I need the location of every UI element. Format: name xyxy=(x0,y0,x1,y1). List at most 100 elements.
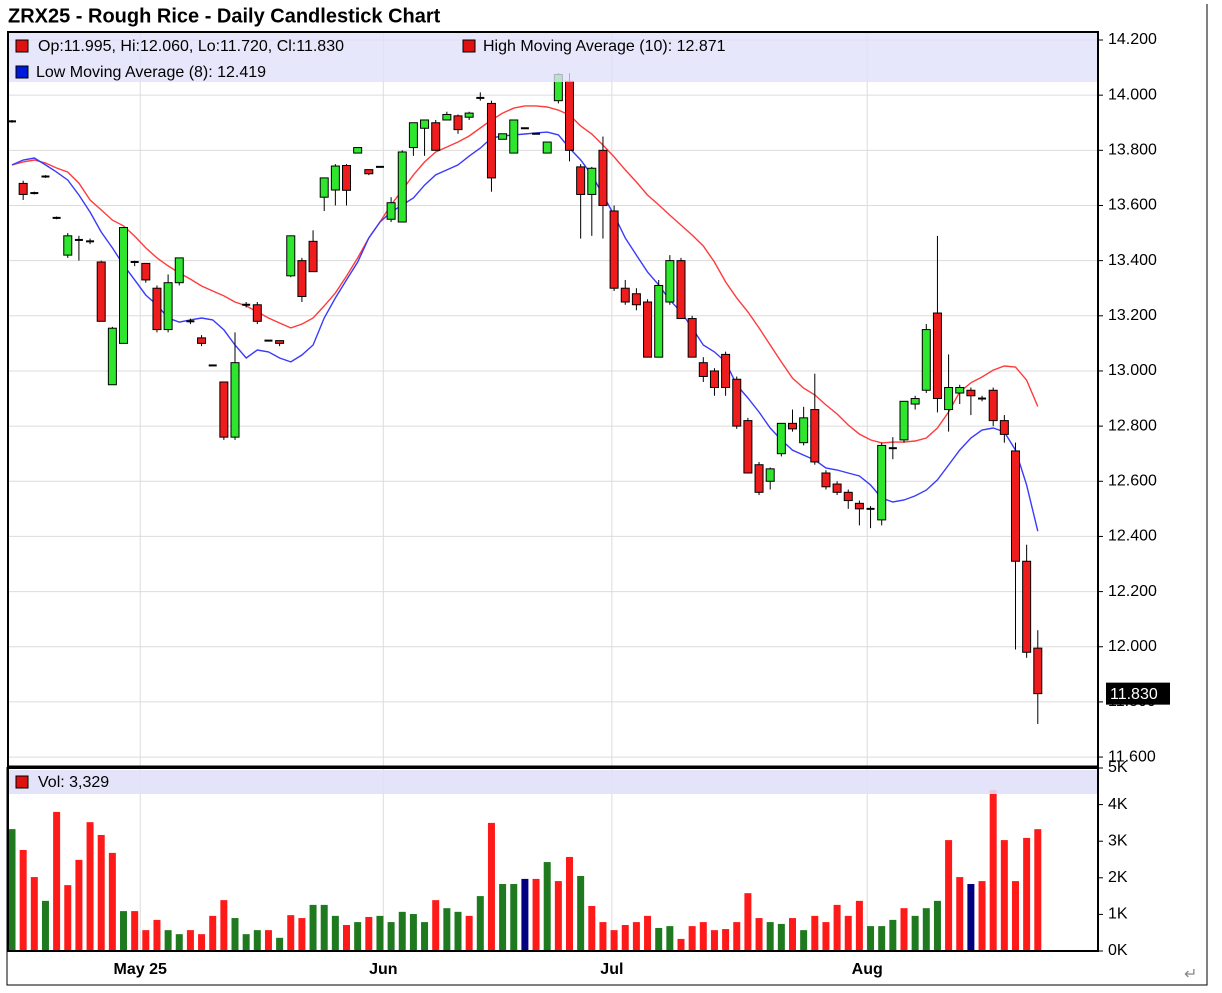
volume-bar xyxy=(64,885,72,951)
y-tick-label: 1K xyxy=(1108,906,1128,923)
volume-bar xyxy=(822,922,830,951)
candle-body xyxy=(96,261,106,322)
legend-swatch xyxy=(462,39,476,53)
volume-bar xyxy=(86,822,94,951)
volume-bar xyxy=(8,829,16,951)
volume-bar xyxy=(231,918,239,951)
candle-body xyxy=(854,502,864,510)
volume-bar xyxy=(331,915,339,951)
volume-bar xyxy=(387,922,395,951)
volume-bar xyxy=(566,856,574,951)
x-tick-label: Jun xyxy=(369,961,397,978)
volume-bar xyxy=(487,822,495,951)
y-tick-label: 12.000 xyxy=(1108,638,1157,655)
volume-bar xyxy=(476,896,484,951)
volume-bar xyxy=(677,938,685,951)
candle-body xyxy=(431,122,441,151)
volume-bar xyxy=(699,922,707,951)
candle-body xyxy=(498,133,508,140)
candle-body xyxy=(230,362,240,438)
candle-body xyxy=(420,119,430,129)
volume-bar xyxy=(1011,881,1019,951)
volume-bar xyxy=(253,930,261,951)
candle-body xyxy=(631,293,641,306)
volume-bar xyxy=(1023,837,1031,951)
candle-body xyxy=(776,422,786,455)
volume-bar xyxy=(710,930,718,951)
candle-body xyxy=(286,235,296,277)
candle-body xyxy=(141,262,151,281)
volume-bar xyxy=(844,915,852,951)
candle-body xyxy=(464,112,474,118)
volume-bar xyxy=(53,811,61,951)
volume-bar xyxy=(811,915,819,951)
candle-body xyxy=(843,491,853,502)
candle-body xyxy=(754,464,764,493)
y-tick-label: 4K xyxy=(1108,796,1128,813)
legend-text: High Moving Average (10): 12.871 xyxy=(483,38,726,55)
x-tick-label: May 25 xyxy=(114,961,167,978)
candle-body xyxy=(353,147,363,154)
y-tick-label: 0K xyxy=(1108,942,1128,959)
candle-body xyxy=(620,287,630,303)
y-tick-label: 13.600 xyxy=(1108,197,1157,214)
volume-bar xyxy=(744,893,752,951)
x-tick-label: Aug xyxy=(852,961,883,978)
volume-bar xyxy=(309,904,317,951)
candle-body xyxy=(921,329,931,391)
candle-body xyxy=(665,260,675,303)
volume-bar xyxy=(376,915,384,951)
volume-bar xyxy=(755,918,763,951)
candle-body xyxy=(1033,647,1043,695)
candle-body xyxy=(509,119,519,154)
volume-bar xyxy=(543,862,551,951)
y-tick-label: 12.800 xyxy=(1108,417,1157,434)
volume-bar xyxy=(833,904,841,951)
candle-body xyxy=(821,472,831,488)
volume-bar xyxy=(354,922,362,951)
volume-bar xyxy=(465,915,473,951)
volume-bar xyxy=(800,930,808,951)
volume-bar xyxy=(97,834,105,951)
candle-body xyxy=(330,165,340,191)
y-tick-label: 2K xyxy=(1108,869,1128,886)
y-tick-label: 13.200 xyxy=(1108,307,1157,324)
candle-body xyxy=(408,122,418,149)
volume-bar xyxy=(655,927,663,951)
candle-body xyxy=(174,257,184,284)
candle-body xyxy=(899,400,909,441)
volume-bar xyxy=(532,878,540,951)
y-tick-label: 14.000 xyxy=(1108,86,1157,103)
y-tick-label: 11.600 xyxy=(1108,748,1156,765)
volume-bar xyxy=(855,900,863,951)
volume-bar xyxy=(933,900,941,951)
volume-bar xyxy=(432,900,440,951)
volume-bar xyxy=(343,925,351,951)
legend-band xyxy=(9,33,1097,82)
candle-body xyxy=(732,378,742,427)
volume-bar xyxy=(398,911,406,951)
candle-body xyxy=(364,169,374,175)
candle-body xyxy=(486,102,496,179)
volume-bar xyxy=(30,877,38,951)
volume-bar xyxy=(521,878,529,951)
candle-body xyxy=(18,182,28,195)
candle-body xyxy=(197,337,207,344)
y-tick-label: 13.400 xyxy=(1108,252,1157,269)
volume-bar xyxy=(610,930,618,951)
volume-bar xyxy=(131,911,139,951)
volume-bar xyxy=(198,934,206,951)
candle-body xyxy=(687,318,697,358)
volume-bar xyxy=(264,930,272,951)
volume-bar xyxy=(989,789,997,951)
volume-bar xyxy=(220,900,228,951)
volume-bar xyxy=(644,915,652,951)
candle-body xyxy=(587,167,597,195)
volume-bar xyxy=(621,925,629,951)
candle-body xyxy=(576,166,586,195)
volume-bar xyxy=(41,900,49,951)
legend-text: Op:11.995, Hi:12.060, Lo:11.720, Cl:11.8… xyxy=(38,38,344,55)
volume-bar xyxy=(443,908,451,951)
